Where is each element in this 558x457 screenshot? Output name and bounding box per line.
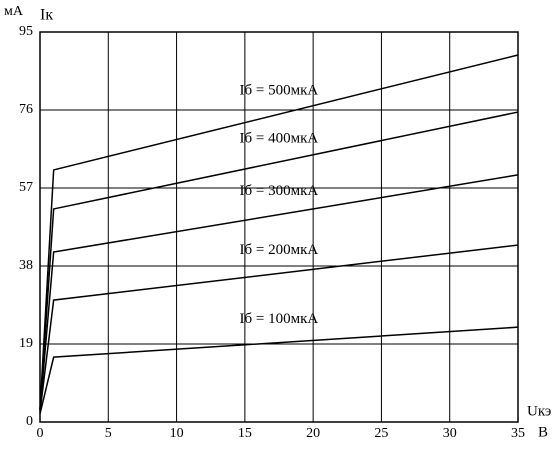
series-line [39, 54, 519, 410]
y-tick-label: 38 [19, 258, 33, 273]
y-axis-label: Iк [40, 7, 53, 24]
y-unit-label: мА [4, 4, 24, 19]
series-line [39, 244, 519, 412]
y-tick-label: 76 [19, 102, 33, 117]
series-line [39, 111, 519, 410]
x-tick-label: 15 [238, 426, 252, 441]
x-axis-label: Uкэ [527, 403, 551, 419]
x-tick-label: 0 [37, 426, 44, 441]
y-tick-label: 95 [19, 24, 33, 39]
x-tick-label: 30 [443, 426, 457, 441]
x-tick-label: 25 [374, 426, 388, 441]
series-label: Iб = 500мкА [240, 83, 319, 99]
series-label: Iб = 300мкА [240, 183, 319, 199]
x-tick-label: 5 [105, 426, 112, 441]
x-unit-label: В [538, 424, 548, 440]
y-tick-label: 57 [19, 180, 33, 195]
plot-frame [39, 31, 519, 423]
x-tick-label: 35 [511, 426, 525, 441]
series-label: Iб = 100мкА [240, 311, 319, 327]
series-line [39, 174, 519, 410]
x-tick-label: 20 [306, 426, 320, 441]
series-line [39, 326, 519, 414]
y-tick-label: 19 [19, 336, 33, 351]
series-label: Iб = 200мкА [240, 242, 319, 258]
y-tick-label: 0 [26, 414, 33, 429]
series-label: Iб = 400мкА [240, 130, 319, 146]
x-tick-label: 10 [170, 426, 184, 441]
